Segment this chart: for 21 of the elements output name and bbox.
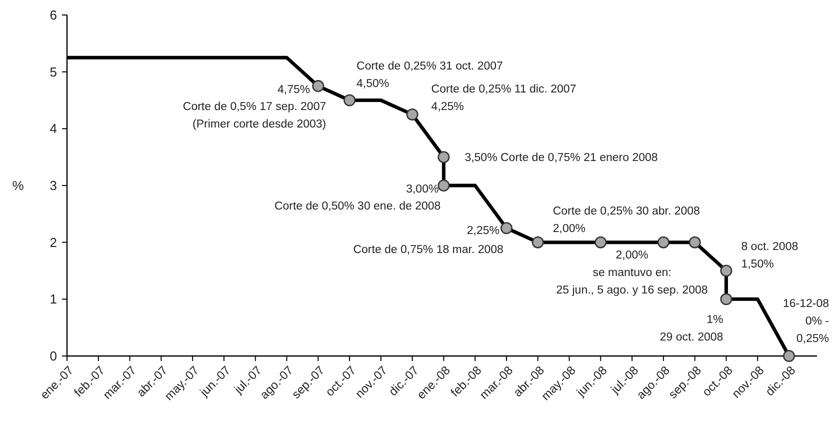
annotation: Corte de 0,25% 11 dic. 2007 4,25%	[431, 83, 576, 113]
annotation: 8 oct. 2008 1,50%	[741, 240, 798, 270]
y-tick-label: 6	[50, 8, 57, 23]
y-tick-label: 4	[50, 121, 57, 136]
annotation: 16-12-08 0% - 0,25%	[782, 298, 830, 345]
annotation: 3,00%	[406, 184, 439, 196]
annotation: Corte de 0,75% 18 mar. 2008	[353, 244, 504, 256]
y-tick-label: 1	[50, 292, 57, 307]
y-tick-label: 2	[50, 234, 57, 250]
y-tick-label: 5	[50, 64, 57, 80]
y-tick-label: 0	[50, 348, 57, 364]
annotation: 4,75%	[278, 84, 310, 96]
y-axis-title: %	[12, 178, 24, 194]
annotation: 1% 29 oct. 2008	[660, 314, 724, 344]
annotation: Corte de 0,25% 30 abr. 2008 2,00%	[552, 205, 700, 235]
annotation: 2,25%	[466, 225, 500, 238]
annotation: 3,50% Corte de 0,75% 21 enero 2008	[464, 152, 658, 164]
annotation: 2,00% se mantuvo en: 25 jun., 5 ago. y 16 sep. 2008	[556, 249, 708, 296]
annotation: Corte de 0,50% 30 ene. de 2008	[274, 200, 441, 212]
y-tick-label: 3	[50, 178, 57, 194]
annotation: Corte de 0,5% 17 sep. 2007 (Primer corte desde 2003)	[182, 101, 326, 131]
